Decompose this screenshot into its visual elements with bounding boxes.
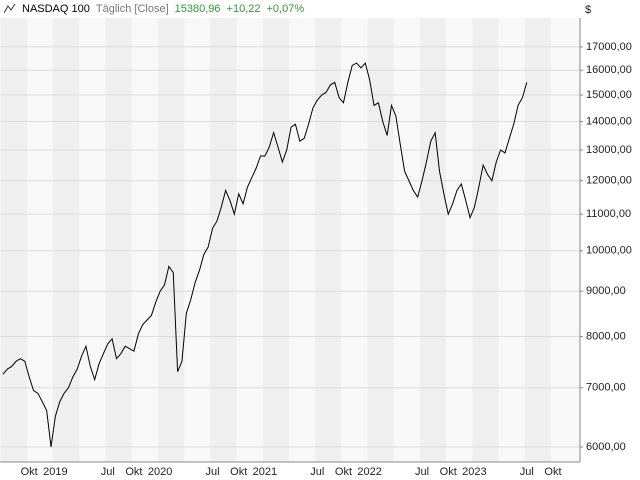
y-tick-label: 14000,00 bbox=[586, 115, 632, 127]
x-tick-label: Okt bbox=[440, 466, 457, 478]
y-tick-label: 9000,00 bbox=[586, 285, 626, 297]
y-tick-label: 10000,00 bbox=[586, 245, 632, 257]
y-tick-label: 6000,00 bbox=[586, 441, 626, 453]
change-abs: +10,22 bbox=[226, 3, 261, 15]
period-band bbox=[0, 18, 28, 462]
x-tick-label: Jul bbox=[310, 466, 324, 478]
y-tick-label: 13000,00 bbox=[586, 144, 632, 156]
y-tick-label: 11000,00 bbox=[586, 208, 631, 220]
y-tick-label: 8000,00 bbox=[586, 330, 626, 342]
y-tick-label: 16000,00 bbox=[586, 64, 632, 76]
period-band bbox=[210, 18, 237, 462]
period-band bbox=[472, 18, 499, 462]
x-tick-label: 2023 bbox=[462, 466, 486, 478]
x-tick-label: Jul bbox=[415, 466, 429, 478]
x-tick-label: Okt bbox=[335, 466, 352, 478]
price-line bbox=[2, 62, 528, 448]
x-tick-label: Okt bbox=[125, 466, 142, 478]
y-unit: $ bbox=[585, 4, 591, 16]
x-tick-label: 2020 bbox=[148, 466, 172, 478]
x-tick-label: Okt bbox=[230, 466, 247, 478]
x-tick-label: Okt bbox=[21, 466, 38, 478]
x-tick-label: 2021 bbox=[253, 466, 277, 478]
period-band bbox=[315, 18, 342, 462]
y-tick-label: 17000,00 bbox=[586, 41, 632, 53]
line-icon bbox=[4, 4, 16, 14]
x-tick-label: Jul bbox=[520, 466, 534, 478]
x-tick-label: Jul bbox=[101, 466, 115, 478]
period-band bbox=[367, 18, 394, 462]
y-tick-label: 7000,00 bbox=[586, 382, 626, 394]
change-pct: +0,07% bbox=[266, 3, 305, 15]
x-tick-label: 2022 bbox=[357, 466, 381, 478]
period-band bbox=[524, 18, 551, 462]
period-band bbox=[157, 18, 185, 462]
y-tick-label: 15000,00 bbox=[586, 89, 632, 101]
y-tick-label: 12000,00 bbox=[586, 175, 632, 187]
period-band bbox=[53, 18, 80, 462]
x-tick-label: 2019 bbox=[43, 466, 67, 478]
header: NASDAQ 100 Täglich [Close] 15380,96 +10,… bbox=[4, 3, 304, 15]
x-tick-label: Jul bbox=[205, 466, 219, 478]
period-band bbox=[105, 18, 132, 462]
x-tick-label: Okt bbox=[544, 466, 561, 478]
period-band bbox=[262, 18, 289, 462]
period-band bbox=[419, 18, 447, 462]
last-price: 15380,96 bbox=[174, 3, 221, 15]
series-name: NASDAQ 100 bbox=[22, 3, 90, 15]
subtitle: Täglich [Close] bbox=[95, 3, 169, 15]
